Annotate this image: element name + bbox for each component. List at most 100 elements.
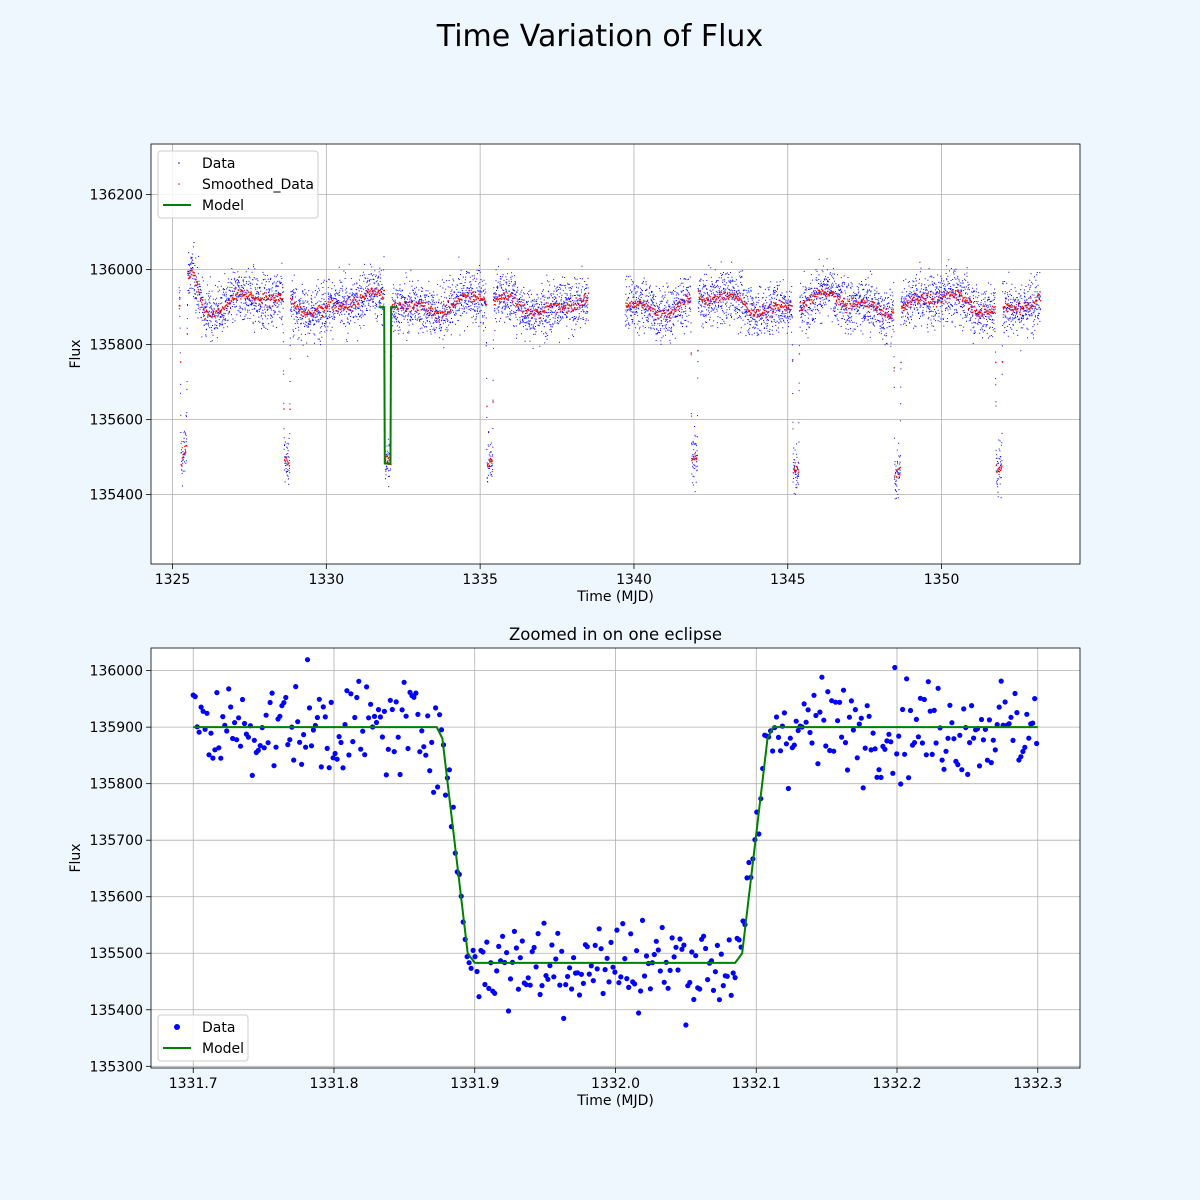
data-point xyxy=(486,985,492,992)
data-point xyxy=(866,713,872,719)
x-tick-label: 1330 xyxy=(309,572,345,588)
data-point xyxy=(218,755,224,761)
data-point xyxy=(823,743,829,749)
data-point xyxy=(210,755,216,761)
data-point xyxy=(429,739,435,746)
data-point xyxy=(505,1008,512,1014)
data-point xyxy=(911,740,918,746)
data-point xyxy=(519,938,525,944)
data-point xyxy=(352,714,358,721)
data-point xyxy=(1006,721,1012,727)
data-point xyxy=(809,740,815,746)
data-point xyxy=(1034,740,1040,747)
data-point xyxy=(831,748,837,754)
data-point xyxy=(931,707,937,714)
x-tick-label: 1331.9 xyxy=(450,1076,499,1092)
data-point xyxy=(314,714,320,721)
data-point xyxy=(941,766,947,772)
data-point xyxy=(192,694,198,700)
data-point xyxy=(539,983,545,989)
data-point xyxy=(984,757,991,763)
y-tick-label: 135300 xyxy=(90,1059,143,1075)
data-point xyxy=(839,734,845,740)
data-point xyxy=(437,712,443,718)
data-point xyxy=(220,714,226,720)
data-point xyxy=(638,988,644,994)
data-point xyxy=(214,690,220,696)
x-axis-label: Time (MJD) xyxy=(576,589,654,605)
data-point xyxy=(884,738,890,744)
data-point xyxy=(626,984,632,991)
data-point xyxy=(576,992,583,998)
data-point xyxy=(1022,744,1028,751)
data-point xyxy=(634,948,640,954)
data-point xyxy=(825,689,831,695)
data-point xyxy=(860,785,866,791)
data-point xyxy=(531,944,537,951)
data-point xyxy=(383,772,389,778)
data-point xyxy=(647,986,654,992)
data-point xyxy=(791,742,797,748)
data-point xyxy=(813,712,819,719)
data-point xyxy=(904,676,910,682)
data-point xyxy=(919,740,926,746)
y-tick-label: 135900 xyxy=(90,720,143,736)
data-point xyxy=(1008,714,1014,720)
data-point xyxy=(236,715,242,721)
data-point xyxy=(362,752,368,758)
data-point xyxy=(840,687,847,693)
y-tick-label: 135400 xyxy=(90,1003,143,1019)
data-point xyxy=(421,744,427,750)
data-point xyxy=(578,971,585,977)
data-point xyxy=(342,722,348,728)
data-point xyxy=(675,967,681,973)
data-point xyxy=(476,994,482,1000)
data-point xyxy=(846,714,853,720)
data-point xyxy=(377,714,383,720)
data-point xyxy=(892,664,898,671)
data-point xyxy=(588,963,594,969)
data-point xyxy=(308,743,315,749)
y-tick-label: 135600 xyxy=(90,890,143,906)
data-point xyxy=(466,960,472,966)
data-point xyxy=(687,979,693,986)
data-point xyxy=(350,739,356,745)
data-point xyxy=(304,657,311,663)
data-point xyxy=(269,690,275,696)
data-point xyxy=(894,751,900,757)
data-point xyxy=(261,745,267,751)
data-point xyxy=(628,931,634,937)
data-point xyxy=(287,737,293,743)
legend: Data Smoothed_Data Model xyxy=(157,150,319,219)
data-point xyxy=(249,772,255,779)
data-point xyxy=(667,967,673,974)
data-point xyxy=(913,716,920,723)
data-point xyxy=(844,767,851,773)
data-point xyxy=(915,734,922,740)
data-point xyxy=(712,969,719,975)
data-point xyxy=(689,949,695,955)
data-point xyxy=(636,1010,642,1016)
data-point xyxy=(986,717,993,723)
data-point xyxy=(496,943,502,950)
data-point xyxy=(862,745,868,751)
y-axis-label: Flux xyxy=(68,843,84,872)
data-point xyxy=(196,729,202,735)
data-point xyxy=(360,728,366,734)
data-point xyxy=(998,678,1004,684)
data-point xyxy=(1020,748,1026,755)
data-point xyxy=(373,719,380,726)
data-point xyxy=(608,939,614,946)
data-point xyxy=(744,875,750,881)
data-point xyxy=(657,968,663,974)
x-tick-label: 1345 xyxy=(770,572,806,588)
data-point xyxy=(726,937,732,943)
data-point xyxy=(513,945,520,951)
x-tick-label: 1332.1 xyxy=(732,1076,781,1092)
data-point xyxy=(306,705,313,711)
data-point xyxy=(263,712,269,718)
data-point xyxy=(988,760,994,766)
data-point xyxy=(468,965,474,971)
data-point xyxy=(584,944,590,950)
